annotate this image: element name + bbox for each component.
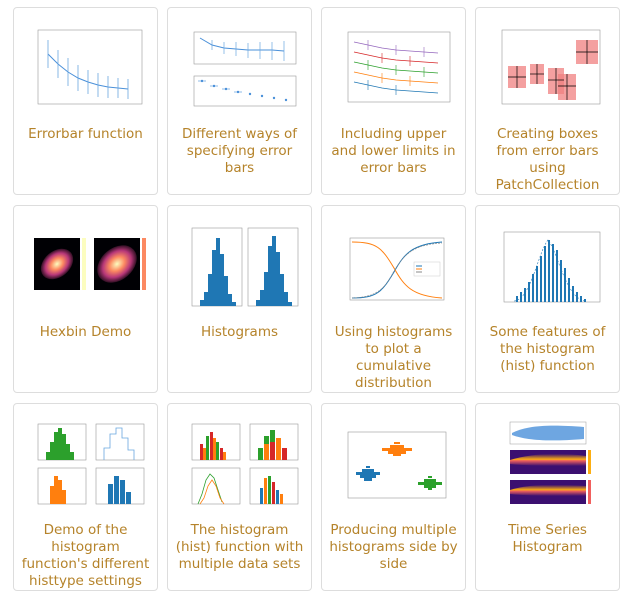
gallery-card-caption[interactable]: Including upper and lower limits in erro… [331, 126, 456, 176]
gallery-card-caption[interactable]: Producing multiple histograms side by si… [329, 522, 458, 572]
side-by-side-histogram-thumbnail [332, 414, 457, 509]
gallery-card-caption[interactable]: Time Series Histogram [508, 522, 587, 555]
gallery-card-caption[interactable]: Different ways of specifying error bars [181, 126, 298, 176]
gallery-card-caption[interactable]: Errorbar function [28, 126, 143, 142]
gallery-card-histogram-features[interactable]: Some features of the histogram (hist) fu… [475, 205, 620, 393]
errorbar-limits-thumbnail [332, 18, 457, 113]
gallery-card-cumulative-histogram[interactable]: Using histograms to plot a cumulative di… [321, 205, 466, 393]
gallery-card-caption[interactable]: Histograms [200, 324, 279, 340]
gallery-card-histtype-settings[interactable]: Demo of the histogram function's differe… [13, 403, 158, 591]
gallery-card-errorbar-boxes[interactable]: Creating boxes from error bars using Pat… [475, 7, 620, 195]
gallery-card-caption[interactable]: Using histograms to plot a cumulative di… [334, 324, 453, 391]
gallery-card-side-by-side-histograms[interactable]: Producing multiple histograms side by si… [321, 403, 466, 591]
gallery-card-time-series-histogram[interactable]: Time Series Histogram [475, 403, 620, 591]
time-series-histogram-thumbnail [486, 414, 611, 509]
histtype-thumbnail [24, 414, 149, 509]
gallery-card-caption[interactable]: Some features of the histogram (hist) fu… [489, 324, 606, 374]
errorbar-thumbnail [24, 18, 149, 113]
histogram-features-thumbnail [486, 216, 611, 311]
gallery-card-histograms[interactable]: Histograms [167, 205, 312, 393]
gallery-card-caption[interactable]: Creating boxes from error bars using Pat… [495, 126, 600, 193]
gallery-card-caption[interactable]: Demo of the histogram function's differe… [21, 522, 150, 589]
gallery-card-hexbin-demo[interactable]: Hexbin Demo [13, 205, 158, 393]
gallery-card-errorbar-limits[interactable]: Including upper and lower limits in erro… [321, 7, 466, 195]
gallery-card-caption[interactable]: Hexbin Demo [39, 324, 132, 340]
hexbin-thumbnail [24, 216, 149, 311]
gallery-card-error-bar-methods[interactable]: Different ways of specifying error bars [167, 7, 312, 195]
histograms-thumbnail [178, 216, 303, 311]
gallery-card-errorbar-function[interactable]: Errorbar function [13, 7, 158, 195]
cumulative-histogram-thumbnail [332, 216, 457, 311]
errorbar-boxes-thumbnail [486, 18, 611, 113]
gallery-card-caption[interactable]: The histogram (hist) function with multi… [175, 522, 304, 572]
gallery-card-multihist[interactable]: The histogram (hist) function with multi… [167, 403, 312, 591]
multihist-thumbnail [178, 414, 303, 509]
errorbar-methods-thumbnail [178, 18, 303, 113]
